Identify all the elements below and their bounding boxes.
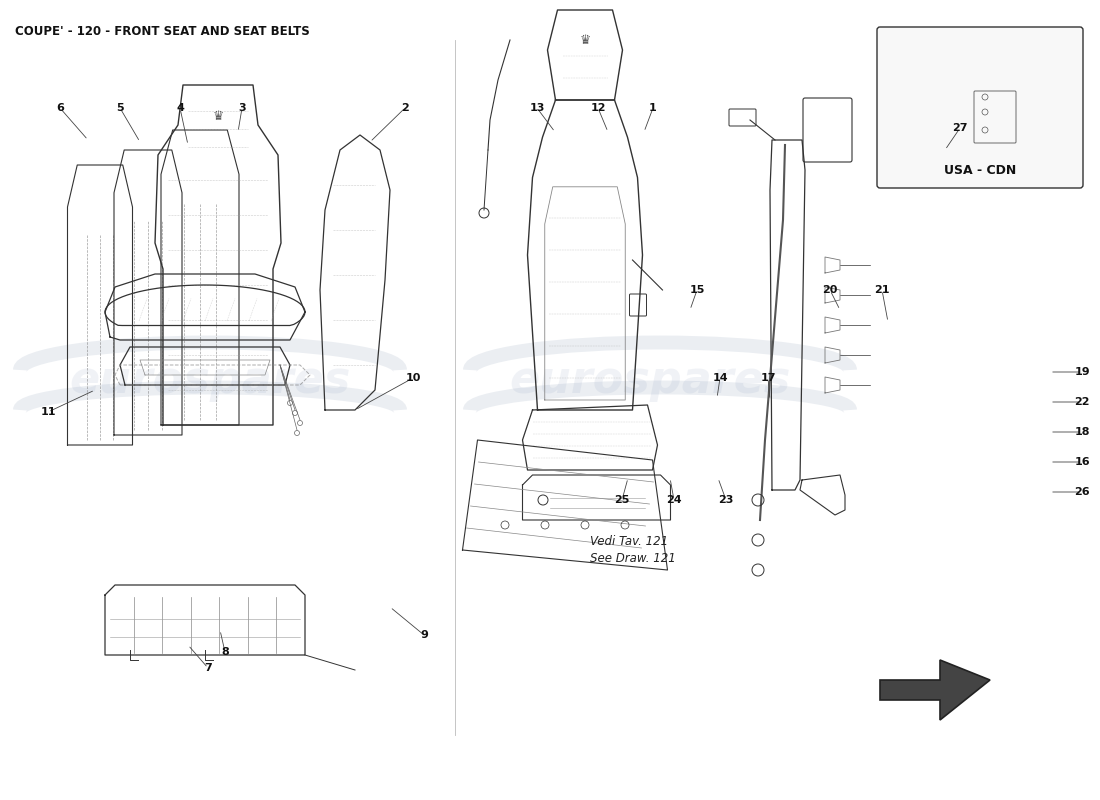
Text: ♛: ♛: [212, 110, 223, 123]
Text: 12: 12: [591, 103, 606, 113]
Text: 4: 4: [176, 103, 184, 113]
Text: 22: 22: [1075, 397, 1090, 407]
Text: 6: 6: [56, 103, 64, 113]
Text: eurospares: eurospares: [69, 358, 351, 402]
Text: ♛: ♛: [580, 34, 591, 46]
Text: 11: 11: [41, 407, 56, 417]
Text: 9: 9: [420, 630, 428, 640]
Text: 19: 19: [1075, 367, 1090, 377]
Text: 5: 5: [117, 103, 124, 113]
Text: 16: 16: [1075, 457, 1090, 467]
Text: 17: 17: [760, 373, 775, 383]
Text: 3: 3: [239, 103, 245, 113]
Text: 26: 26: [1075, 487, 1090, 497]
Text: 20: 20: [823, 285, 838, 295]
Text: 25: 25: [614, 495, 629, 505]
Text: 8: 8: [221, 647, 229, 657]
Text: 2: 2: [402, 103, 409, 113]
Text: eurospares: eurospares: [509, 358, 791, 402]
Text: COUPE' - 120 - FRONT SEAT AND SEAT BELTS: COUPE' - 120 - FRONT SEAT AND SEAT BELTS: [15, 25, 310, 38]
Text: 13: 13: [529, 103, 544, 113]
Text: 14: 14: [712, 373, 728, 383]
Polygon shape: [880, 660, 990, 720]
Text: Vedi Tav. 121: Vedi Tav. 121: [590, 535, 668, 548]
Text: 24: 24: [667, 495, 682, 505]
Text: 21: 21: [874, 285, 890, 295]
Text: 27: 27: [953, 123, 968, 133]
Text: USA - CDN: USA - CDN: [944, 164, 1016, 177]
Text: 23: 23: [718, 495, 734, 505]
Text: 7: 7: [205, 663, 212, 673]
Text: 18: 18: [1075, 427, 1090, 437]
Text: See Draw. 121: See Draw. 121: [590, 552, 675, 565]
FancyBboxPatch shape: [877, 27, 1084, 188]
Text: 1: 1: [649, 103, 657, 113]
Text: 10: 10: [405, 373, 420, 383]
Text: 15: 15: [690, 285, 705, 295]
